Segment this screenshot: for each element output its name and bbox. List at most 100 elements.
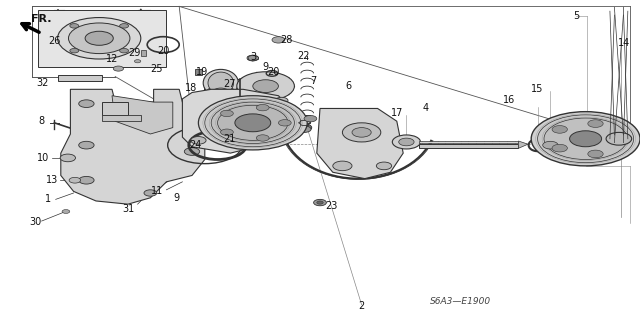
Ellipse shape — [208, 88, 234, 110]
Circle shape — [113, 66, 124, 71]
Text: 7: 7 — [310, 76, 317, 86]
Text: 5: 5 — [573, 11, 579, 21]
Circle shape — [552, 144, 568, 152]
Text: 1: 1 — [45, 194, 51, 204]
Polygon shape — [102, 102, 128, 115]
Text: 20: 20 — [267, 67, 280, 77]
Ellipse shape — [204, 70, 238, 96]
Polygon shape — [58, 75, 102, 81]
Circle shape — [544, 118, 627, 160]
Text: 24: 24 — [189, 140, 202, 150]
Text: 9: 9 — [262, 62, 269, 72]
Circle shape — [317, 201, 323, 204]
Text: 22: 22 — [298, 51, 310, 61]
Circle shape — [275, 132, 288, 139]
Circle shape — [606, 132, 632, 145]
Circle shape — [60, 154, 76, 162]
Text: 20: 20 — [157, 46, 170, 56]
Circle shape — [79, 176, 94, 184]
Text: FR.: FR. — [31, 14, 52, 24]
Circle shape — [588, 150, 603, 158]
Circle shape — [376, 162, 392, 170]
Circle shape — [69, 177, 81, 183]
Circle shape — [275, 97, 288, 104]
Polygon shape — [61, 89, 205, 204]
Ellipse shape — [208, 72, 234, 94]
Polygon shape — [182, 89, 291, 153]
Text: 11: 11 — [150, 186, 163, 197]
Text: 18: 18 — [184, 83, 197, 93]
Bar — [278, 115, 310, 123]
Text: 28: 28 — [280, 35, 292, 45]
Circle shape — [610, 135, 625, 143]
Bar — [195, 69, 202, 75]
Text: 9: 9 — [173, 193, 179, 203]
Circle shape — [120, 48, 129, 53]
Circle shape — [314, 199, 326, 206]
Text: 4: 4 — [422, 103, 429, 114]
Circle shape — [543, 141, 558, 149]
Circle shape — [144, 190, 157, 196]
Text: 27: 27 — [223, 79, 236, 89]
Circle shape — [134, 60, 141, 63]
Text: 15: 15 — [531, 84, 544, 94]
Circle shape — [198, 96, 307, 150]
Text: 10: 10 — [37, 153, 50, 163]
Circle shape — [85, 31, 113, 45]
Circle shape — [79, 141, 94, 149]
Polygon shape — [518, 141, 528, 148]
Circle shape — [352, 128, 371, 137]
Circle shape — [247, 55, 259, 61]
Text: S6A3—E1900: S6A3—E1900 — [430, 297, 492, 306]
Bar — [419, 144, 518, 148]
Circle shape — [531, 112, 640, 166]
Ellipse shape — [204, 85, 238, 113]
Polygon shape — [112, 96, 173, 134]
Circle shape — [588, 120, 603, 127]
Text: 12: 12 — [106, 54, 118, 64]
Circle shape — [296, 124, 312, 131]
Circle shape — [235, 114, 271, 132]
Text: 16: 16 — [502, 95, 515, 106]
Circle shape — [392, 135, 420, 149]
Text: 31: 31 — [122, 204, 134, 214]
Circle shape — [538, 115, 634, 163]
Circle shape — [298, 126, 311, 132]
Circle shape — [205, 99, 301, 147]
Circle shape — [68, 23, 130, 54]
Bar — [419, 141, 518, 143]
Circle shape — [184, 148, 200, 155]
Circle shape — [333, 161, 352, 171]
Text: 14: 14 — [618, 38, 630, 48]
Circle shape — [256, 104, 269, 111]
Text: 3: 3 — [250, 52, 257, 63]
Text: 13: 13 — [46, 175, 59, 185]
Circle shape — [272, 37, 285, 43]
Text: 29: 29 — [128, 48, 141, 58]
Text: 30: 30 — [29, 217, 42, 227]
Circle shape — [304, 115, 317, 122]
Circle shape — [399, 138, 414, 146]
Text: 19: 19 — [195, 67, 208, 77]
Circle shape — [237, 72, 294, 100]
Circle shape — [342, 123, 381, 142]
Circle shape — [221, 129, 234, 135]
Text: 26: 26 — [48, 36, 61, 47]
Circle shape — [211, 102, 294, 144]
Circle shape — [218, 105, 288, 140]
Text: 17: 17 — [390, 108, 403, 118]
Circle shape — [70, 24, 79, 28]
Circle shape — [120, 24, 129, 28]
Circle shape — [552, 126, 568, 133]
Text: 6: 6 — [346, 81, 352, 91]
Bar — [141, 50, 146, 56]
Circle shape — [58, 18, 141, 59]
Circle shape — [278, 120, 291, 126]
Circle shape — [79, 100, 94, 108]
Circle shape — [256, 135, 269, 141]
Text: 25: 25 — [150, 63, 163, 74]
Circle shape — [221, 110, 234, 117]
Polygon shape — [317, 108, 403, 179]
Text: 21: 21 — [223, 134, 236, 144]
Circle shape — [535, 137, 566, 153]
